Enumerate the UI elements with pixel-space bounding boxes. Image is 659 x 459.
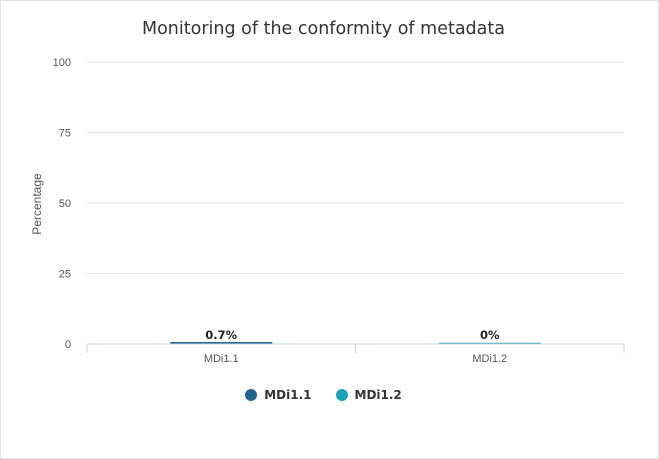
x-tick-label: MDi1.1 — [204, 353, 239, 365]
bar — [438, 342, 541, 344]
legend-marker — [335, 389, 348, 401]
bars — [170, 342, 541, 344]
legend-marker — [245, 389, 258, 401]
x-tick-label: MDi1.2 — [472, 353, 507, 365]
bar — [170, 342, 273, 344]
axes: 0 25 50 75 100 MDi1.1 MDi1.2 — [53, 57, 625, 365]
data-label: 0% — [480, 328, 500, 342]
chart-title: Monitoring of the conformity of metadata — [142, 19, 505, 39]
y-axis-title: Percentage — [30, 173, 44, 235]
legend-item-mdi1-2[interactable]: MDi1.2 — [335, 388, 402, 402]
y-tick-label: 100 — [53, 57, 71, 69]
gridlines — [87, 61, 624, 274]
y-tick-label: 50 — [59, 198, 71, 210]
data-labels: 0.7% 0% — [204, 327, 502, 344]
legend: MDi1.1 MDi1.2 — [1, 388, 646, 402]
legend-item-mdi1-1[interactable]: MDi1.1 — [245, 388, 312, 402]
data-label: 0.7% — [205, 328, 237, 342]
y-tick-label: 0 — [65, 339, 71, 351]
legend-label: MDi1.1 — [264, 388, 312, 402]
y-tick-label: 25 — [59, 269, 71, 281]
y-tick-label: 75 — [59, 128, 71, 140]
legend-label: MDi1.2 — [354, 388, 402, 402]
